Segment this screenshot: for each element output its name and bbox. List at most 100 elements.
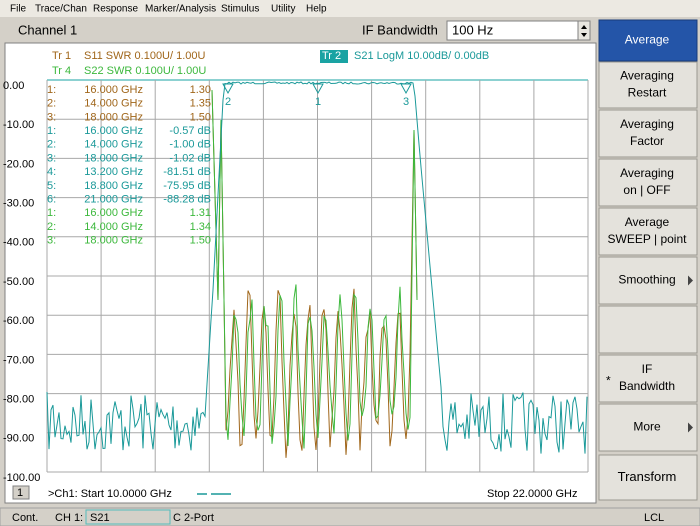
softkey-label: IF bbox=[642, 362, 653, 376]
trace-desc: S21 LogM 10.00dB/ 0.00dB bbox=[354, 50, 489, 62]
marker-value: -75.95 dB bbox=[163, 180, 211, 192]
marker-freq: 14.000 GHz bbox=[84, 139, 143, 151]
field-label: IF Bandwidth bbox=[362, 22, 438, 37]
marker-index: 4: bbox=[47, 166, 56, 178]
trace-label: Tr 4 bbox=[52, 65, 71, 77]
marker-label: 2 bbox=[225, 96, 231, 108]
marker-index: 2: bbox=[47, 139, 56, 151]
marker-value: -0.57 dB bbox=[169, 125, 211, 137]
y-axis-label: -90.00 bbox=[3, 433, 34, 445]
y-axis-label: -10.00 bbox=[3, 119, 34, 131]
marker-value: -1.00 dB bbox=[169, 139, 211, 151]
trace-desc: S11 SWR 0.100U/ 1.00U bbox=[84, 50, 206, 62]
status-param: S21 bbox=[90, 512, 110, 524]
softkey-arrow bbox=[688, 275, 693, 286]
menu-item[interactable]: Response bbox=[93, 4, 138, 15]
active-trace-box bbox=[320, 50, 348, 63]
swr-trace bbox=[211, 89, 418, 449]
softkey[interactable] bbox=[598, 305, 698, 354]
marker-index: 1: bbox=[47, 125, 56, 137]
softkey-label: Average bbox=[625, 215, 670, 229]
marker-value: 1.31 bbox=[190, 207, 211, 219]
y-axis-label: -50.00 bbox=[3, 276, 34, 288]
y-axis-label: -60.00 bbox=[3, 315, 34, 327]
softkey[interactable] bbox=[598, 256, 698, 305]
marker-freq: 14.000 GHz bbox=[84, 221, 143, 233]
softkey-arrow bbox=[688, 422, 693, 433]
y-axis-label: -100.00 bbox=[3, 472, 40, 484]
channel-title: Channel 1 bbox=[18, 22, 77, 37]
menu-item[interactable]: File bbox=[10, 4, 27, 15]
softkey[interactable] bbox=[598, 109, 698, 158]
marker-index: 1: bbox=[47, 84, 56, 96]
spin-button[interactable] bbox=[577, 20, 591, 41]
marker-value: -81.51 dB bbox=[163, 166, 211, 178]
marker-value: 1.50 bbox=[190, 111, 211, 123]
y-axis-label: -30.00 bbox=[3, 198, 34, 210]
softkey[interactable] bbox=[598, 403, 698, 452]
marker-value: 1.30 bbox=[190, 84, 211, 96]
marker-freq: 14.000 GHz bbox=[84, 98, 143, 110]
trace-label: Tr 2 bbox=[322, 50, 341, 62]
softkey-flag: * bbox=[606, 374, 611, 388]
marker-index: 5: bbox=[47, 180, 56, 192]
marker-value: -88.28 dB bbox=[163, 194, 211, 206]
menu-item[interactable]: Utility bbox=[271, 4, 295, 15]
softkey[interactable] bbox=[598, 207, 698, 256]
softkey-label: Averaging bbox=[620, 69, 674, 83]
status-ref: LCL bbox=[644, 512, 664, 524]
menu-item[interactable]: Trace/Chan bbox=[35, 4, 87, 15]
trace-desc: S22 SWR 0.100U/ 1.00U bbox=[84, 65, 206, 77]
marker-triangle bbox=[400, 83, 412, 95]
channel-box bbox=[12, 485, 30, 500]
softkey-label: on | OFF bbox=[623, 183, 670, 197]
menu-item[interactable]: Stimulus bbox=[221, 4, 259, 15]
marker-index: 1: bbox=[47, 207, 56, 219]
softkey-label: Bandwidth bbox=[619, 379, 675, 393]
softkey[interactable] bbox=[598, 158, 698, 207]
y-axis-label: -70.00 bbox=[3, 354, 34, 366]
y-axis-label: -40.00 bbox=[3, 237, 34, 249]
menu-item[interactable]: Help bbox=[306, 4, 327, 15]
marker-label: 1 bbox=[315, 96, 321, 108]
softkey-label: Averaging bbox=[620, 117, 674, 131]
marker-freq: 18.800 GHz bbox=[84, 180, 143, 192]
softkey-label: More bbox=[633, 420, 661, 434]
y-axis-label: -20.00 bbox=[3, 158, 34, 170]
s21-trace bbox=[46, 81, 588, 454]
softkey[interactable] bbox=[598, 19, 698, 62]
marker-value: 1.35 bbox=[190, 98, 211, 110]
spin-arrows bbox=[581, 25, 587, 37]
marker-value: 1.50 bbox=[190, 235, 211, 247]
softkey[interactable] bbox=[598, 454, 698, 501]
marker-triangle bbox=[312, 83, 324, 95]
softkey-label: Restart bbox=[628, 86, 667, 100]
menu-item[interactable]: Marker/Analysis bbox=[145, 4, 216, 15]
marker-index: 3: bbox=[47, 111, 56, 123]
y-axis-label: -80.00 bbox=[3, 394, 34, 406]
marker-value: -1.02 dB bbox=[169, 152, 211, 164]
y-axis-label: 0.00 bbox=[3, 80, 24, 92]
marker-freq: 13.200 GHz bbox=[84, 166, 143, 178]
menu-bar bbox=[0, 0, 700, 17]
marker-label: 3 bbox=[403, 96, 409, 108]
marker-freq: 18.000 GHz bbox=[84, 235, 143, 247]
marker-freq: 16.000 GHz bbox=[84, 125, 143, 137]
marker-index: 6: bbox=[47, 194, 56, 206]
status-param-box bbox=[85, 509, 171, 525]
softkey-label: Average bbox=[625, 33, 670, 47]
marker-index: 2: bbox=[47, 221, 56, 233]
softkey-label: Smoothing bbox=[618, 273, 675, 287]
softkey[interactable] bbox=[598, 354, 698, 403]
traces: 2 1 3 bbox=[46, 81, 588, 458]
marker-freq: 16.000 GHz bbox=[84, 207, 143, 219]
marker-value: 1.34 bbox=[190, 221, 211, 233]
softkey-label: Factor bbox=[630, 134, 664, 148]
sweep-start: >Ch1: Start 10.0000 GHz bbox=[48, 488, 172, 500]
status-channel: CH 1: bbox=[55, 512, 83, 524]
softkey[interactable] bbox=[598, 61, 698, 109]
softkey-label: Transform bbox=[618, 469, 677, 484]
channel-box-label: 1 bbox=[17, 487, 23, 499]
marker-index: 3: bbox=[47, 235, 56, 247]
